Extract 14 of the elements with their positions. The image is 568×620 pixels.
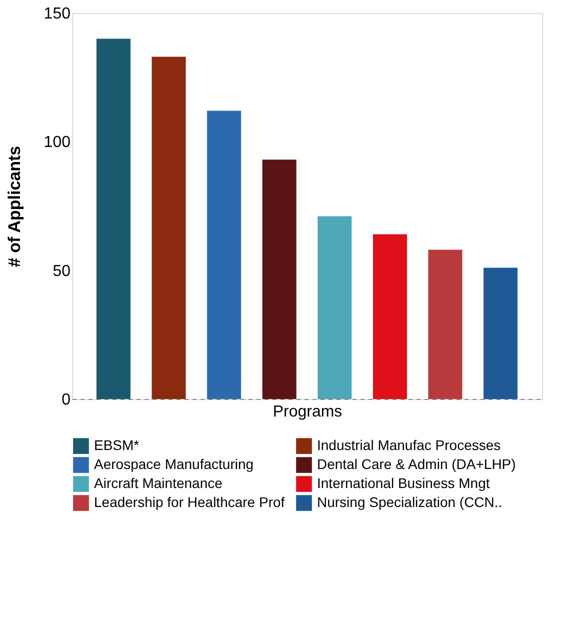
legend-label: Aircraft Maintenance	[94, 475, 223, 491]
legend-label: EBSM*	[94, 437, 140, 454]
legend-label: International Business Mngt	[317, 475, 490, 491]
x-axis-title: Programs	[272, 404, 342, 420]
y-tick-label: 150	[44, 6, 71, 22]
y-tick-label: 50	[52, 262, 71, 280]
legend-label: Industrial Manufac Processes	[317, 437, 501, 454]
legend-label: Dental Care & Admin (DA+LHP)	[317, 456, 516, 472]
y-tick-label: 100	[44, 134, 71, 152]
legend-label: Aerospace Manufacturing	[94, 456, 254, 472]
legend-label: Leadership for Healthcare Prof	[94, 494, 285, 510]
y-tick-label: 0	[62, 392, 71, 408]
legend-label: Nursing Specialization (CCN..	[317, 494, 502, 510]
y-axis-title: # of Applicants	[4, 146, 24, 268]
